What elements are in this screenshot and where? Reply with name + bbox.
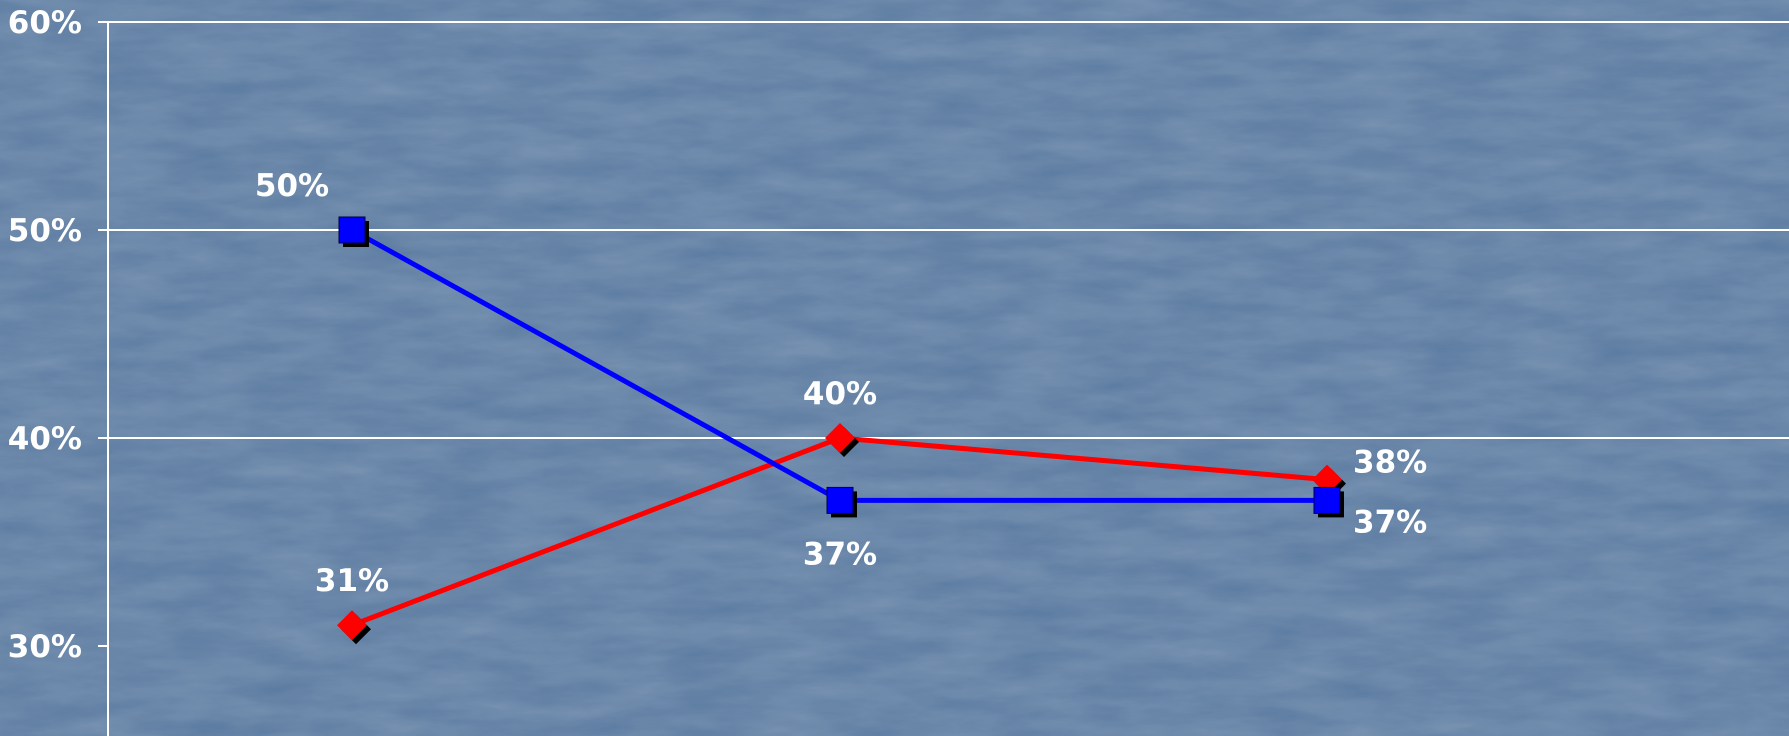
y-tick-label: 60% [8, 5, 82, 41]
y-tick-label: 30% [8, 629, 82, 665]
square-marker [1313, 486, 1341, 514]
diamond-marker [825, 423, 855, 453]
data-label: 31% [315, 563, 389, 599]
y-tick-label: 40% [8, 421, 82, 457]
square-marker [826, 486, 854, 514]
square-marker [338, 216, 366, 244]
data-label: 50% [255, 168, 329, 204]
diamond-marker [337, 610, 367, 641]
y-axis: 30% 40% 50% 60% [8, 5, 109, 736]
gridlines [108, 21, 1789, 439]
data-label: 40% [803, 376, 877, 412]
series-layer [337, 216, 1346, 645]
data-label: 38% [1353, 445, 1427, 481]
data-label: 37% [1353, 504, 1427, 540]
data-label: 37% [803, 536, 877, 572]
data-labels: 31% 40% 38% 50% 37% 37% [255, 168, 1427, 599]
y-tick-label: 50% [8, 213, 82, 249]
